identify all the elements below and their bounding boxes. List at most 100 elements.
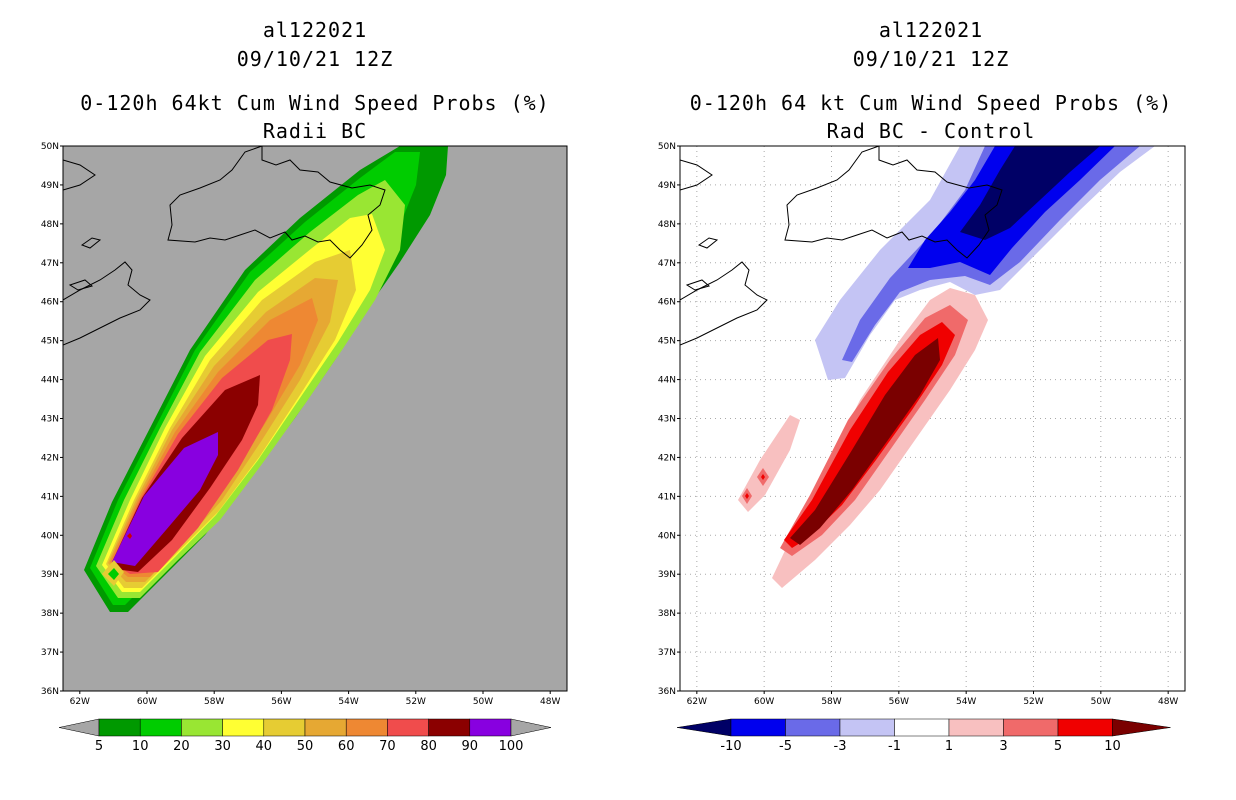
colorbar-label: -3 xyxy=(834,739,847,754)
left-colorbar: 5 10 20 30 40 50 60 70 80 90 100 xyxy=(58,718,552,754)
lat-tick-label: 45N xyxy=(658,337,676,347)
left-storm-id: al122021 xyxy=(262,18,368,42)
lat-tick-label: 44N xyxy=(41,376,59,386)
left-lon-ticks: 62W 60W 58W 56W 54W 52W 50W 48W xyxy=(70,691,560,707)
lat-tick-label: 49N xyxy=(41,181,59,191)
left-datetime: 09/10/21 12Z xyxy=(236,47,394,71)
colorbar-swatch xyxy=(387,718,429,737)
colorbar-swatch xyxy=(1003,718,1059,737)
colorbar-label: 80 xyxy=(420,739,437,754)
colorbar-swatch xyxy=(222,718,265,737)
colorbar-swatch xyxy=(139,718,182,737)
colorbar-swatch xyxy=(948,718,1004,737)
colorbar-swatch xyxy=(181,718,223,737)
newfoundland-coast xyxy=(167,146,386,259)
colorbar-swatch xyxy=(98,718,141,737)
newfoundland-coast xyxy=(784,146,1003,259)
lat-tick-label: 47N xyxy=(658,259,676,269)
right-map: 50N 49N 48N 47N 46N 45N 44N 43N 42N 41N 40N 39N 38N 3… xyxy=(658,142,1186,754)
cape-breton-coast xyxy=(63,261,151,346)
lat-tick-label: 39N xyxy=(658,570,676,580)
colorbar-swatch xyxy=(1057,718,1113,737)
lat-tick-label: 36N xyxy=(658,687,676,697)
pos-contour-small-5a xyxy=(745,493,749,499)
lat-tick-label: 44N xyxy=(658,376,676,386)
colorbar-swatch xyxy=(894,718,950,737)
labrador-coast xyxy=(63,159,96,191)
pei-coast xyxy=(685,279,711,291)
anticosti-coast xyxy=(697,237,719,249)
colorbar-label: -5 xyxy=(779,739,792,754)
pos-contour-small-5b xyxy=(761,474,765,480)
colorbar-label: 100 xyxy=(499,739,524,754)
lon-tick-label: 50W xyxy=(1091,697,1111,707)
lat-tick-label: 40N xyxy=(658,531,676,541)
cape-breton-coast xyxy=(680,261,768,346)
lat-tick-label: 46N xyxy=(41,298,59,308)
lon-tick-label: 62W xyxy=(70,697,90,707)
left-map: 50N 49N 48N 47N 46N 45N 44N 43N 42N 41N 40N 39N 38N 3… xyxy=(41,142,568,754)
lon-tick-label: 54W xyxy=(956,697,976,707)
neg-contour-10 xyxy=(960,146,1100,240)
lat-tick-label: 37N xyxy=(41,648,59,658)
right-colorbar: -10 -5 -3 -1 1 3 5 10 xyxy=(676,718,1171,754)
right-lat-ticks: 50N 49N 48N 47N 46N 45N 44N 43N 42N 41N 40N 39N 38N 3… xyxy=(658,142,680,697)
lon-tick-label: 58W xyxy=(821,697,841,707)
lat-tick-label: 50N xyxy=(41,142,59,152)
contour-90 xyxy=(112,432,218,566)
contour-max-dot xyxy=(127,533,132,539)
left-coastlines xyxy=(63,146,386,346)
lat-tick-label: 41N xyxy=(658,492,676,502)
lat-tick-label: 39N xyxy=(41,570,59,580)
lon-tick-label: 52W xyxy=(1023,697,1043,707)
contour-inner-core xyxy=(108,568,119,580)
lat-tick-label: 42N xyxy=(658,453,676,463)
lat-tick-label: 45N xyxy=(41,337,59,347)
colorbar-min-arrow xyxy=(58,718,100,737)
lon-tick-label: 54W xyxy=(338,697,358,707)
labrador-coast xyxy=(680,159,713,191)
right-subtitle: Rad BC - Control xyxy=(826,119,1036,143)
right-difference-contours xyxy=(738,146,1155,588)
pos-contour-small-1 xyxy=(738,415,800,512)
colorbar-label: -1 xyxy=(888,739,901,754)
colorbar-swatch xyxy=(263,718,306,737)
pos-contour-10 xyxy=(790,338,940,545)
colorbar-label: 60 xyxy=(338,739,355,754)
colorbar-label: 10 xyxy=(132,739,149,754)
colorbar-swatch xyxy=(730,718,786,737)
anticosti-coast xyxy=(80,237,102,249)
lat-tick-label: 37N xyxy=(658,648,676,658)
colorbar-label: 50 xyxy=(297,739,314,754)
lon-tick-label: 60W xyxy=(754,697,774,707)
pei-coast xyxy=(68,279,94,291)
lat-tick-label: 43N xyxy=(658,415,676,425)
colorbar-label: 10 xyxy=(1104,739,1121,754)
lat-tick-label: 48N xyxy=(41,220,59,230)
lat-tick-label: 38N xyxy=(658,609,676,619)
left-product-title: 0-120h 64kt Cum Wind Speed Probs (%) xyxy=(80,91,550,115)
left-probability-contours xyxy=(84,146,448,612)
lon-tick-label: 48W xyxy=(540,697,560,707)
colorbar-label: 30 xyxy=(214,739,231,754)
lon-tick-label: 56W xyxy=(889,697,909,707)
lat-tick-label: 43N xyxy=(41,415,59,425)
right-storm-id: al122021 xyxy=(878,18,984,42)
colorbar-swatch xyxy=(839,718,895,737)
lat-tick-label: 41N xyxy=(41,492,59,502)
right-product-title: 0-120h 64 kt Cum Wind Speed Probs (%) xyxy=(689,91,1173,115)
colorbar-swatch xyxy=(345,718,388,737)
lat-tick-label: 47N xyxy=(41,259,59,269)
colorbar-swatch xyxy=(469,718,512,737)
left-lat-ticks: 50N 49N 48N 47N 46N 45N 44N 43N 42N 41N 40N 39N 38N 3… xyxy=(41,142,63,697)
lat-tick-label: 36N xyxy=(41,687,59,697)
lat-tick-label: 38N xyxy=(41,609,59,619)
colorbar-max-arrow xyxy=(510,718,552,737)
colorbar-label: 40 xyxy=(256,739,273,754)
colorbar-label: -10 xyxy=(720,739,741,754)
right-lon-ticks: 62W 60W 58W 56W 54W 52W 50W 48W xyxy=(687,691,1178,707)
lat-tick-label: 40N xyxy=(41,531,59,541)
colorbar-label: 3 xyxy=(999,739,1007,754)
colorbar-swatch xyxy=(428,718,471,737)
